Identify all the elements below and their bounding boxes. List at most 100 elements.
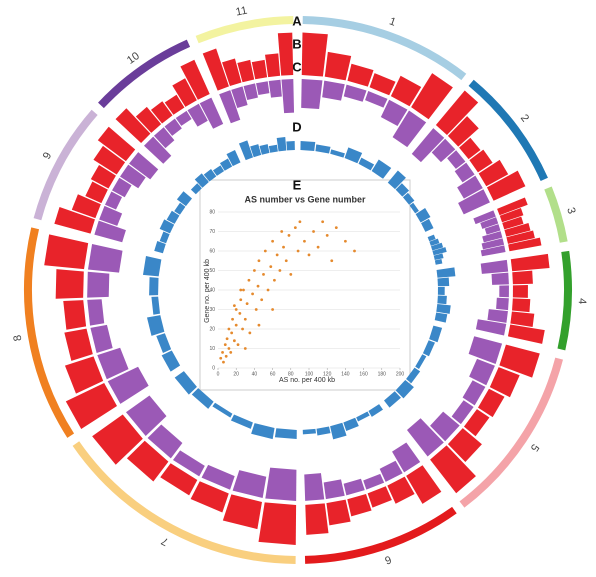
track-bar [323, 479, 345, 500]
track-bar [276, 137, 287, 152]
x-axis-label: AS no. per 400 kb [279, 377, 335, 384]
point [293, 226, 297, 230]
track-bar [436, 267, 456, 278]
point [321, 220, 325, 224]
track-bar [322, 80, 345, 101]
scatter-panel [199, 179, 411, 391]
track-bar [411, 128, 445, 163]
track-bar [343, 417, 359, 431]
chromosome-arc [544, 186, 568, 243]
track-bar [387, 170, 406, 190]
track-bar [499, 285, 509, 298]
track-bar [166, 210, 180, 224]
point [266, 288, 270, 292]
track-bar [390, 75, 422, 107]
track-bar [343, 478, 365, 496]
track-bar [111, 177, 132, 198]
track-bar [356, 411, 370, 422]
chromosome-arc [195, 16, 294, 44]
track-bar [512, 270, 533, 285]
track-bar [281, 79, 295, 114]
track-bar [510, 253, 550, 272]
point [284, 259, 288, 263]
point [254, 308, 258, 311]
track-bar [458, 189, 490, 215]
track-bar [190, 481, 229, 513]
track-label: A [292, 13, 302, 28]
track-bar [343, 84, 367, 102]
chromosome-label: 5 [528, 442, 541, 454]
track-bar [105, 191, 123, 210]
track-bar [63, 300, 87, 330]
track-bar [202, 48, 229, 91]
track-bar [324, 51, 352, 81]
point [280, 230, 284, 233]
track-bar [502, 216, 524, 230]
track-bar [429, 325, 443, 343]
point [241, 327, 244, 331]
track-bar [64, 356, 104, 394]
track-bar [268, 144, 278, 153]
track-bar [480, 259, 509, 274]
track-bar [147, 424, 183, 459]
x-tick-label: 80 [288, 371, 294, 377]
track-bar [55, 269, 84, 299]
track-bar [44, 234, 89, 270]
track-bar [94, 220, 126, 243]
track-bar [125, 395, 167, 437]
point [243, 347, 247, 350]
track-bar [395, 183, 410, 197]
track-bar [90, 324, 113, 353]
track-bar [363, 473, 385, 490]
track-bar [268, 79, 282, 98]
point [353, 249, 356, 253]
track-bar [191, 388, 214, 409]
track-bar [87, 299, 105, 326]
track-bar [219, 90, 241, 124]
track-bar [237, 59, 255, 83]
x-tick-label: 200 [396, 371, 405, 377]
x-tick-label: 0 [217, 371, 220, 377]
track-bar [462, 380, 486, 406]
track-bar [369, 73, 396, 96]
y-tick-label: 10 [209, 346, 215, 352]
track-bar [87, 271, 110, 298]
track-bar [432, 247, 447, 256]
point [239, 298, 243, 302]
x-tick-label: 100 [305, 371, 314, 377]
track-bar [447, 428, 482, 463]
y-tick-label: 80 [209, 209, 215, 215]
y-tick-label: 60 [209, 248, 215, 254]
track-bar [392, 110, 427, 148]
point [219, 356, 223, 360]
track-bar [436, 303, 451, 314]
point [242, 288, 245, 292]
point [263, 249, 267, 253]
point [269, 265, 273, 268]
track-bar [135, 106, 162, 133]
track-bar [365, 91, 388, 108]
track-bar [454, 162, 475, 183]
track-bar [315, 144, 331, 154]
x-tick-label: 120 [323, 371, 332, 377]
chromosome-label: 6 [383, 553, 393, 566]
track-bar [259, 144, 270, 155]
chromosome-label: 1 [388, 15, 398, 28]
point [224, 354, 228, 358]
y-tick-label: 20 [209, 326, 215, 332]
track-bar [437, 295, 447, 305]
track-bar [507, 324, 545, 344]
point [223, 343, 227, 346]
chromosome-arc [468, 79, 548, 182]
track-bar [277, 32, 294, 76]
track-bar [97, 347, 129, 380]
track-bar [161, 350, 181, 372]
point [236, 343, 240, 346]
track-bar [358, 157, 375, 171]
track-bar [232, 470, 267, 499]
track-bar [508, 237, 542, 252]
track-bar [499, 344, 540, 378]
track-bar [301, 79, 323, 110]
track-label: B [292, 36, 301, 51]
track-bar [411, 73, 453, 120]
